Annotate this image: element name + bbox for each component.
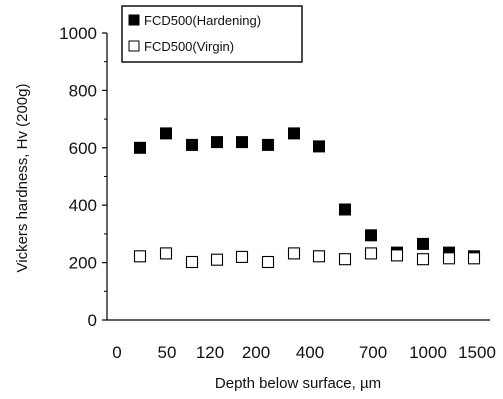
axes [106, 33, 490, 321]
y-tick-label-600: 600 [69, 139, 97, 158]
hardening-point-1 [160, 127, 172, 140]
virgin-point-0 [133, 250, 147, 263]
y-axis-ticks: 0 200 400 600 800 1000 [59, 24, 107, 330]
virgin-point-11 [416, 253, 430, 266]
legend-label-hardening: FCD500(Hardening) [144, 13, 261, 28]
x-tick-label-7: 1500 [458, 343, 496, 362]
legend-box [121, 5, 303, 63]
virgin-point-8 [338, 253, 352, 266]
virgin-point-12 [442, 252, 456, 265]
hardening-point-7 [313, 140, 325, 153]
hardening-point-11 [417, 237, 429, 250]
hardening-point-3 [211, 136, 223, 149]
x-axis-title: Depth below surface, µm [215, 375, 381, 392]
legend-marker-hardening [128, 14, 140, 26]
x-tick-label-5: 700 [359, 343, 387, 362]
x-tick-label-3: 200 [242, 343, 270, 362]
series-1 [133, 247, 481, 269]
hardening-point-8 [339, 203, 351, 216]
hardening-point-4 [236, 136, 248, 149]
y-tick-label-1000: 1000 [59, 24, 97, 43]
x-axis-tick-labels: 0 50 120 200 400 700 1000 1500 [112, 343, 496, 362]
virgin-point-10 [390, 249, 404, 262]
hardening-point-9 [365, 229, 377, 242]
series-layer [133, 127, 481, 269]
hardening-point-6 [288, 127, 300, 140]
legend-marker-virgin [128, 40, 140, 52]
hardening-point-2 [186, 138, 198, 151]
x-tick-label-1: 50 [158, 343, 177, 362]
legend-label-virgin: FCD500(Virgin) [144, 39, 234, 54]
series-0 [134, 127, 480, 263]
hardening-point-5 [262, 138, 274, 151]
x-tick-label-0: 0 [112, 343, 121, 362]
hardening-point-0 [134, 141, 146, 154]
virgin-point-1 [159, 247, 173, 260]
virgin-point-4 [235, 250, 249, 263]
x-tick-label-2: 120 [196, 343, 224, 362]
virgin-point-7 [312, 250, 326, 263]
y-tick-label-400: 400 [69, 196, 97, 215]
virgin-point-6 [287, 247, 301, 260]
virgin-point-2 [185, 255, 199, 269]
y-tick-label-0: 0 [88, 311, 97, 330]
y-axis-title: Vickers hardness, Hv (200g) [14, 84, 31, 273]
virgin-point-13 [467, 252, 481, 265]
legend: FCD500(Hardening) FCD500(Virgin) [121, 5, 303, 63]
y-tick-label-200: 200 [69, 254, 97, 273]
x-tick-label-4: 400 [296, 343, 324, 362]
y-tick-label-800: 800 [69, 81, 97, 100]
virgin-point-3 [210, 253, 224, 266]
x-tick-label-6: 1000 [409, 343, 447, 362]
virgin-point-9 [364, 247, 378, 260]
virgin-point-5 [261, 255, 275, 269]
